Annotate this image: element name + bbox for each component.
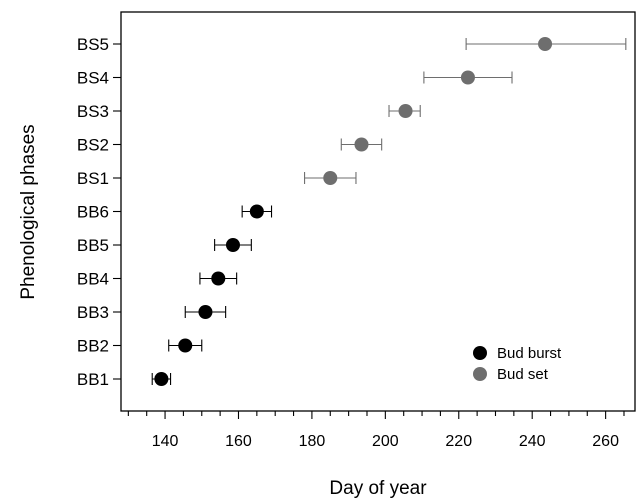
x-axis-ticks: 140 160 180 200 220 240 260: [127, 411, 625, 450]
data-point: [154, 372, 169, 386]
x-tick-label: 260: [592, 433, 619, 450]
y-tick-label: BB3: [77, 303, 109, 322]
legend-marker: [473, 367, 487, 381]
y-tick-label: BS5: [77, 35, 109, 54]
y-tick-label: BS2: [77, 136, 109, 155]
y-tick-label: BB2: [77, 337, 109, 356]
y-axis: BB1 BB2 BB3 BB4 BB5 BB6 BS1 BS2 BS3 BS4 BS5: [77, 35, 121, 389]
data-points: [154, 37, 553, 386]
data-point: [225, 238, 240, 252]
x-axis-title: Day of year: [329, 478, 427, 499]
data-point: [323, 171, 338, 185]
legend-label: Bud burst: [497, 345, 562, 362]
legend-marker: [473, 346, 487, 360]
y-axis-title: Phenological phases: [18, 124, 39, 299]
legend-label: Bud set: [497, 366, 549, 383]
y-tick-label: BB5: [77, 236, 109, 255]
x-tick-label: 180: [299, 433, 326, 450]
data-point: [211, 271, 226, 286]
data-point: [178, 338, 193, 353]
x-tick-label: 240: [519, 433, 546, 450]
y-tick-label: BB1: [77, 370, 109, 389]
x-tick-label: 160: [225, 433, 252, 450]
error-bars: [151, 38, 627, 385]
data-point: [354, 137, 369, 152]
y-tick-label: BS3: [77, 102, 109, 121]
legend: Bud burst Bud set: [473, 345, 562, 383]
y-tick-label: BS1: [77, 169, 109, 188]
x-tick-label: 140: [152, 433, 179, 450]
y-tick-label: BS4: [77, 69, 109, 88]
x-tick-label: 200: [372, 433, 399, 450]
data-point: [398, 104, 413, 118]
data-point: [538, 37, 553, 51]
data-point: [460, 70, 475, 85]
x-tick-label: 220: [445, 433, 472, 450]
data-point: [198, 305, 213, 319]
y-tick-label: BB4: [77, 270, 109, 289]
data-point: [249, 204, 264, 219]
y-tick-label: BB6: [77, 203, 109, 222]
